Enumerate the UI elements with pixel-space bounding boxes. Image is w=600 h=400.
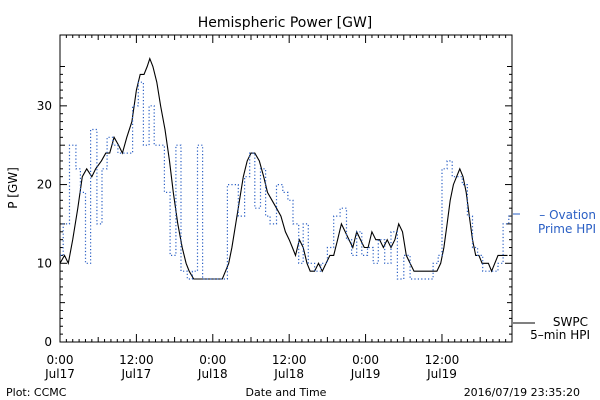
series-layer xyxy=(59,56,512,280)
x-tick-date-label: Jul17 xyxy=(121,367,152,381)
y-axis-label: P [GW] xyxy=(6,167,20,209)
plot-frame xyxy=(59,34,513,343)
y-tick-label: 20 xyxy=(37,178,52,192)
legend-swpc-line2: 5–min HPI xyxy=(530,328,590,342)
legend: – Ovation Prime HPI SWPC 5–min HPI xyxy=(513,208,596,342)
series-ovation-prime-line xyxy=(60,81,512,280)
x-tick-date-label: Jul17 xyxy=(44,367,75,381)
x-tick-time-label: 12:00 xyxy=(272,353,307,367)
chart-title: Hemispheric Power [GW] xyxy=(198,15,373,31)
x-tick-date-label: Jul18 xyxy=(197,367,228,381)
x-tick-time-label: 0:00 xyxy=(199,353,226,367)
y-tick-label: 30 xyxy=(37,99,52,113)
x-tick-date-label: Jul19 xyxy=(350,367,381,381)
y-tick-label: 10 xyxy=(37,256,52,270)
y-tick-label: 0 xyxy=(44,335,52,349)
x-tick-time-label: 0:00 xyxy=(47,353,74,367)
x-axis: 0:00Jul1712:00Jul170:00Jul1812:00Jul180:… xyxy=(44,35,513,381)
legend-swpc-line1: SWPC xyxy=(553,315,588,329)
x-tick-date-label: Jul19 xyxy=(426,367,457,381)
footer-timestamp: 2016/07/19 23:35:20 xyxy=(464,386,580,399)
legend-ovation-line2: Prime HPI xyxy=(538,222,596,236)
x-tick-time-label: 0:00 xyxy=(352,353,379,367)
x-tick-date-label: Jul18 xyxy=(273,367,304,381)
x-axis-label: Date and Time xyxy=(246,386,327,399)
footer-plot-credit: Plot: CCMC xyxy=(6,386,67,399)
x-tick-time-label: 12:00 xyxy=(425,353,460,367)
x-tick-time-label: 12:00 xyxy=(119,353,154,367)
legend-ovation-line1: – Ovation xyxy=(539,208,596,222)
series-swpc-line xyxy=(59,56,508,280)
y-axis: 0 10 20 30 xyxy=(37,65,512,349)
